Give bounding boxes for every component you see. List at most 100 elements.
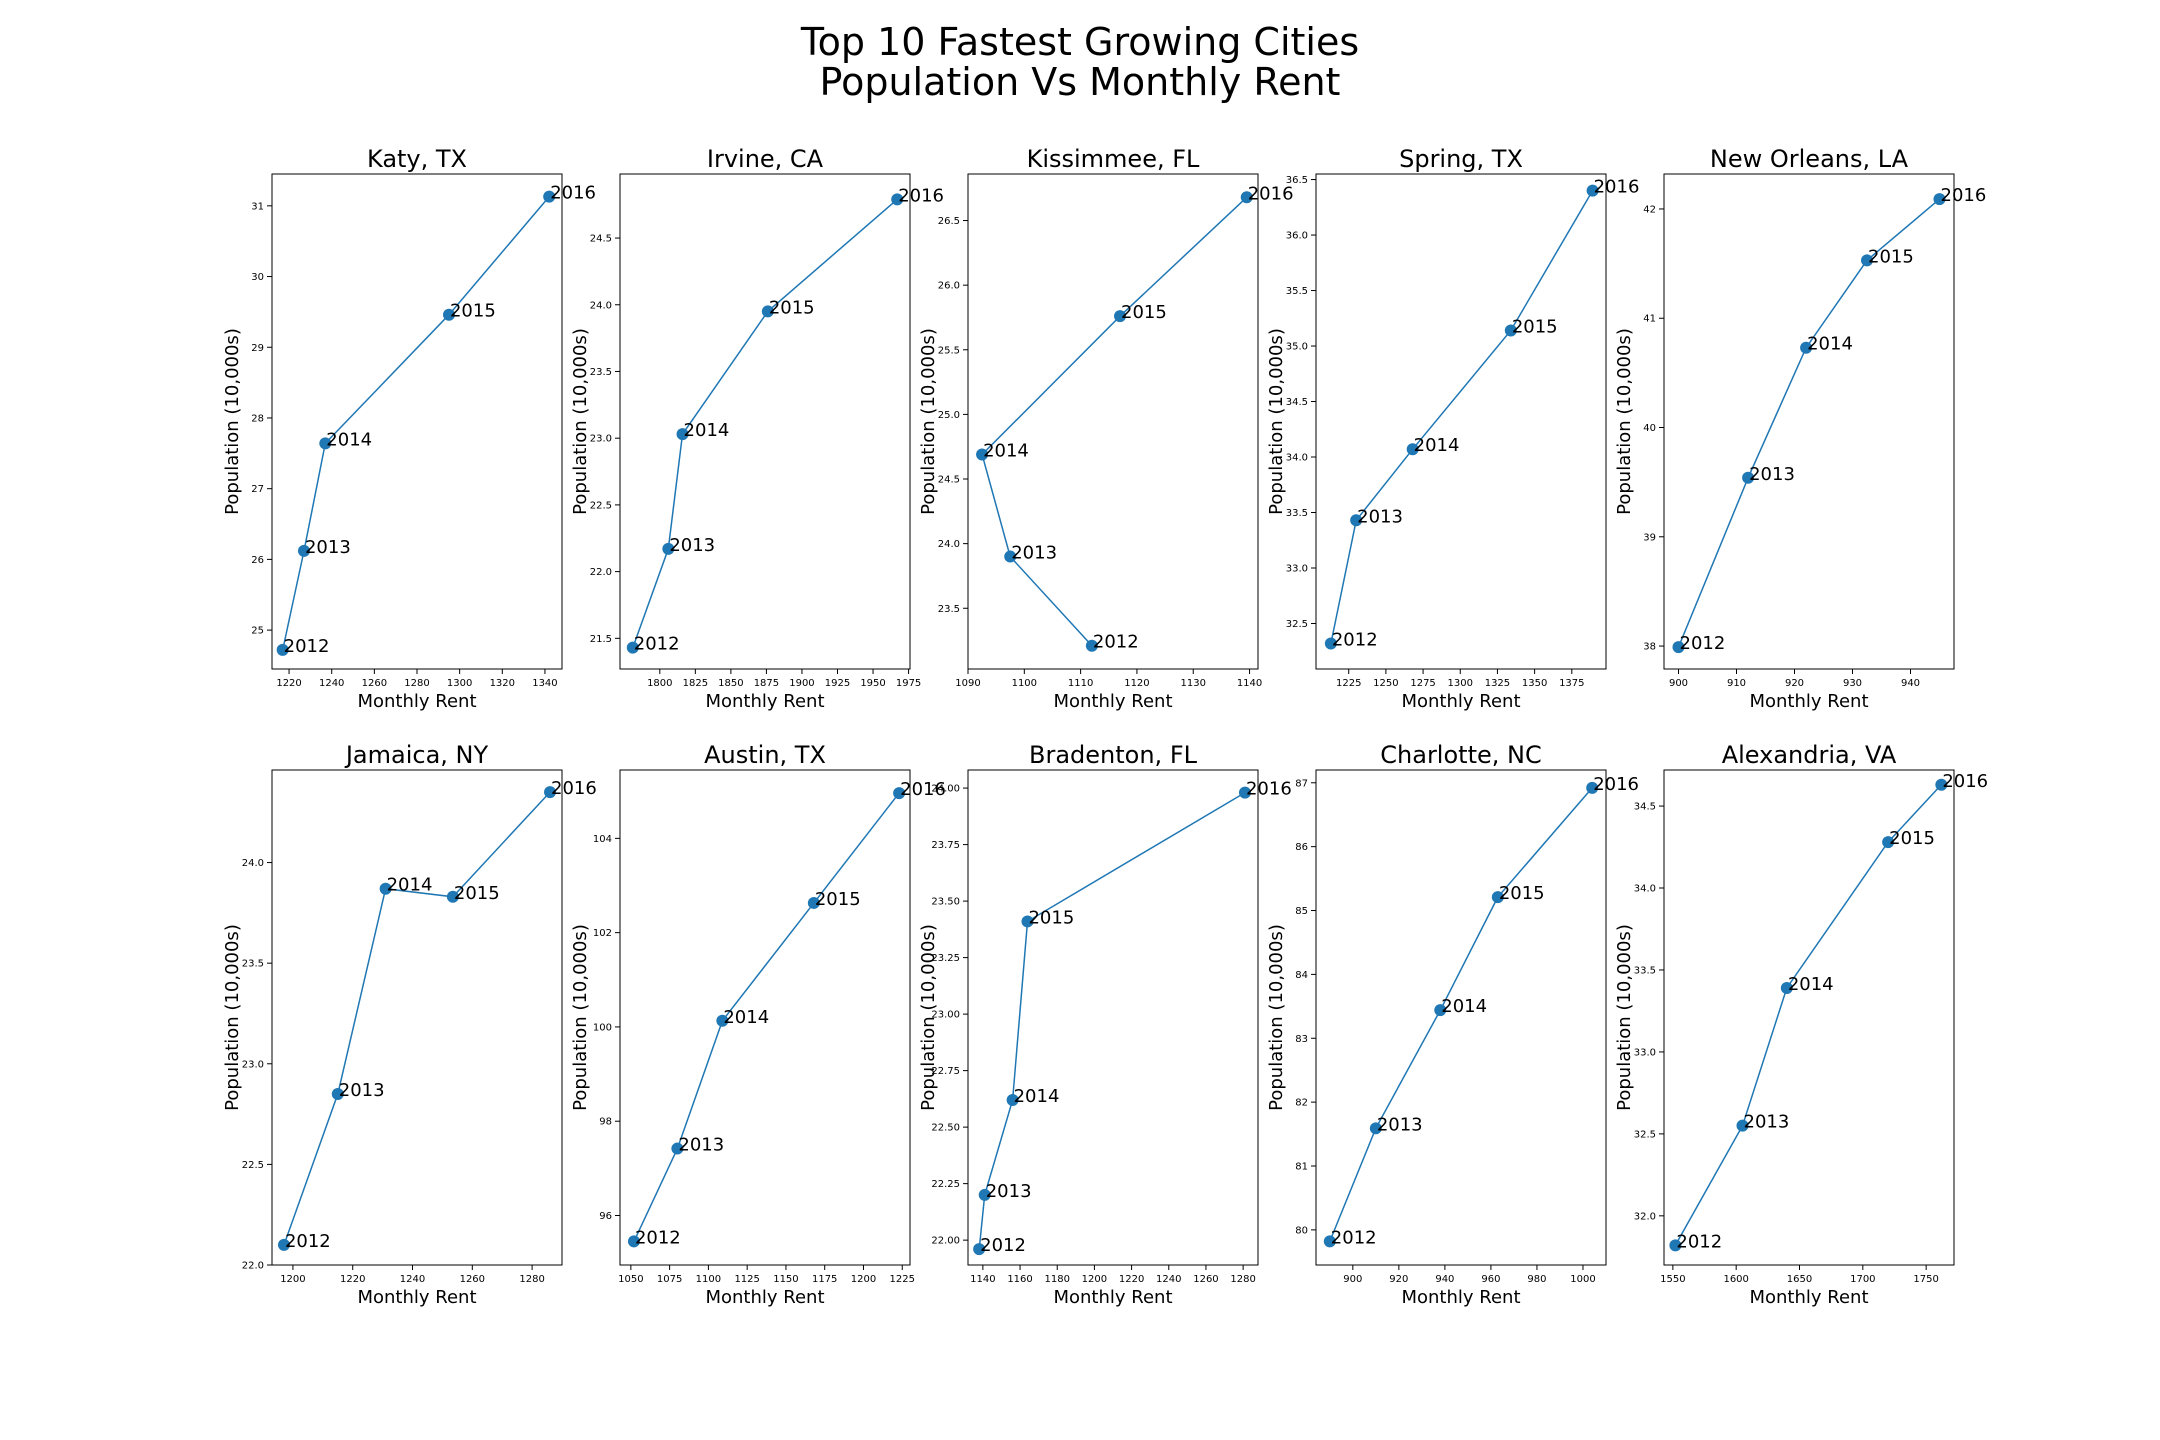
- y-tick-label: 36.5: [1286, 175, 1308, 186]
- data-label: 2016: [900, 779, 946, 800]
- x-tick-label: 1975: [896, 678, 921, 689]
- y-tick-label: 36.0: [1286, 231, 1308, 242]
- data-point: [1406, 443, 1419, 456]
- x-tick-label: 1300: [447, 678, 472, 689]
- x-tick-label: 940: [1901, 678, 1920, 689]
- chart-panel: Austin, TX 1050 1075 1100 1125 1150 1175 1200 12…: [570, 741, 946, 1308]
- chart-panel: Kissimmee, FL 1090 1100 1110 1120 1130 1140 23.…: [918, 145, 1294, 712]
- chart-panel: Charlotte, NC 900 920 940 960 980 1000 80 81 82 83…: [1266, 741, 1639, 1308]
- data-label: 2016: [550, 183, 596, 204]
- x-tick-label: 1175: [812, 1274, 837, 1285]
- y-tick-label: 96: [599, 1211, 612, 1222]
- data-point: [1240, 191, 1253, 204]
- data-point: [297, 544, 310, 557]
- data-point: [761, 305, 774, 318]
- y-axis-label: Population (10,000s): [570, 328, 591, 515]
- data-point: [973, 1243, 986, 1256]
- x-tick-label: 1075: [657, 1274, 682, 1285]
- y-tick-label: 33.5: [1286, 508, 1308, 519]
- figure-title-line-1: Top 10 Fastest Growing Cities: [800, 20, 1360, 64]
- x-tick-label: 1900: [789, 678, 814, 689]
- data-label: 2012: [1676, 1231, 1722, 1252]
- y-tick-label: 82: [1295, 1098, 1308, 1109]
- data-label: 2014: [684, 420, 730, 441]
- plot-frame: [1663, 769, 1955, 1266]
- x-tick-label: 1140: [1237, 678, 1262, 689]
- y-tick-label: 23.0: [242, 1059, 264, 1070]
- y-tick-label: 23.25: [931, 953, 960, 964]
- data-label: 2016: [1246, 779, 1292, 800]
- data-label: 2014: [1788, 974, 1834, 995]
- x-axis-label: Monthly Rent: [705, 1287, 824, 1308]
- x-axis-label: Monthly Rent: [1749, 691, 1868, 712]
- plot-frame: [271, 173, 563, 670]
- data-label: 2012: [284, 636, 330, 657]
- data-label: 2012: [980, 1235, 1026, 1256]
- subplot-title: Katy, TX: [367, 145, 467, 173]
- x-axis-label: Monthly Rent: [1053, 691, 1172, 712]
- subplot-title: Charlotte, NC: [1380, 741, 1541, 769]
- y-tick-label: 35.0: [1286, 342, 1308, 353]
- y-tick-label: 21.5: [590, 634, 612, 645]
- data-point: [626, 641, 639, 654]
- y-axis-label: Population (10,000s): [1614, 328, 1635, 515]
- subplot-title: Spring, TX: [1399, 145, 1523, 173]
- data-label: 2012: [634, 634, 680, 655]
- data-label: 2016: [551, 778, 597, 799]
- data-label: 2013: [1744, 1112, 1790, 1133]
- y-tick-label: 23.75: [931, 840, 960, 851]
- y-tick-label: 24.5: [590, 234, 612, 245]
- plot-frame: [619, 769, 911, 1266]
- data-point: [1323, 1235, 1336, 1248]
- y-tick-label: 22.00: [931, 1236, 960, 1247]
- data-point: [446, 890, 459, 903]
- x-tick-label: 1260: [362, 678, 387, 689]
- y-tick-label: 32.5: [1286, 619, 1308, 630]
- series-line: [281, 196, 550, 651]
- y-tick-label: 81: [1295, 1162, 1308, 1173]
- data-label: 2015: [815, 889, 861, 910]
- data-point: [627, 1235, 640, 1248]
- data-point: [1085, 639, 1098, 652]
- subplot-title: New Orleans, LA: [1710, 145, 1909, 173]
- data-point: [976, 448, 989, 461]
- x-tick-label: 1200: [1082, 1274, 1107, 1285]
- y-tick-label: 30: [251, 272, 264, 283]
- chart-panel: Spring, TX 1225 1250 1275 1300 1325 1350 1375 32…: [1266, 145, 1639, 712]
- data-point: [1369, 1122, 1382, 1135]
- x-tick-label: 1250: [1373, 678, 1398, 689]
- y-tick-label: 22.50: [931, 1123, 960, 1134]
- figure-title-line-2: Population Vs Monthly Rent: [819, 60, 1341, 104]
- x-tick-label: 1950: [860, 678, 885, 689]
- x-tick-label: 1550: [1660, 1274, 1685, 1285]
- y-tick-label: 29: [251, 343, 264, 354]
- y-tick-label: 100: [593, 1022, 612, 1033]
- y-tick-label: 39: [1643, 532, 1656, 543]
- data-label: 2016: [1593, 774, 1639, 795]
- x-tick-label: 1100: [696, 1274, 721, 1285]
- y-tick-label: 23.5: [590, 367, 612, 378]
- data-point: [1669, 1239, 1682, 1252]
- data-label: 2015: [1028, 907, 1074, 928]
- x-tick-label: 1320: [490, 678, 515, 689]
- subplot-title: Irvine, CA: [707, 145, 824, 173]
- y-tick-label: 22.5: [590, 500, 612, 511]
- y-tick-label: 22.75: [931, 1066, 960, 1077]
- x-tick-label: 1220: [276, 678, 301, 689]
- y-tick-label: 26.0: [938, 281, 960, 292]
- data-label: 2014: [983, 440, 1029, 461]
- data-point: [1004, 550, 1017, 563]
- x-tick-label: 1160: [1007, 1274, 1032, 1285]
- data-point: [1114, 310, 1127, 323]
- data-point: [543, 190, 556, 203]
- x-tick-label: 1750: [1913, 1274, 1938, 1285]
- x-axis-label: Monthly Rent: [1401, 691, 1520, 712]
- x-axis-label: Monthly Rent: [1749, 1287, 1868, 1308]
- x-tick-label: 1240: [400, 1274, 425, 1285]
- x-tick-label: 1240: [319, 678, 344, 689]
- data-label: 2015: [1889, 828, 1935, 849]
- x-tick-label: 910: [1727, 678, 1746, 689]
- x-tick-label: 1850: [718, 678, 743, 689]
- data-label: 2016: [1248, 183, 1294, 204]
- x-axis-label: Monthly Rent: [1401, 1287, 1520, 1308]
